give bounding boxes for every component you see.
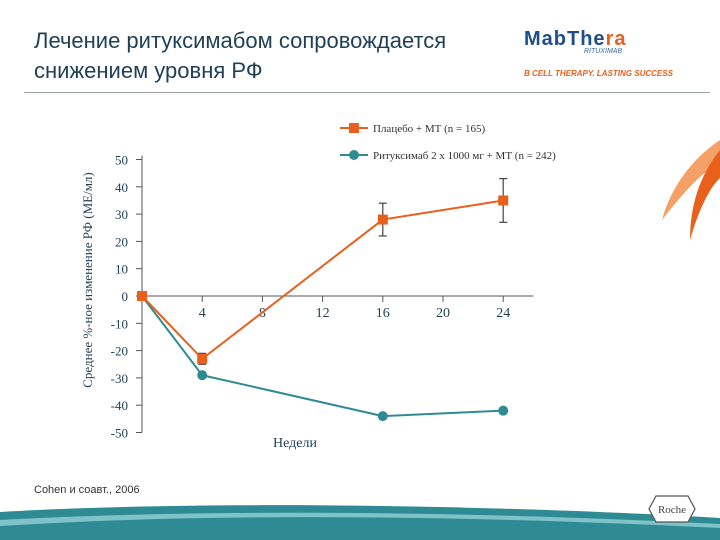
data-point-circle	[197, 370, 208, 381]
y-tick-label: -20	[111, 344, 128, 359]
y-tick-label: -30	[111, 371, 128, 386]
legend-marker-square	[349, 123, 359, 133]
y-tick-label: 10	[115, 262, 128, 277]
x-tick-label: 4	[199, 306, 206, 321]
data-point-circle	[498, 405, 509, 416]
y-tick-label: 30	[115, 207, 128, 222]
data-point-square	[137, 291, 147, 301]
legend-label: Плацебо + МТ (n = 165)	[373, 123, 486, 135]
page-title: Лечение ритуксимабом сопровождается сниж…	[34, 28, 447, 83]
series-line	[141, 199, 504, 361]
y-tick-label: 40	[115, 180, 128, 195]
y-tick-label: 50	[115, 153, 128, 168]
roche-logo: Roche	[648, 495, 696, 523]
citation: Cohen и соавт., 2006	[34, 484, 140, 496]
legend-label: Ритуксимаб 2 х 1000 мг + МТ (n = 242)	[373, 150, 556, 162]
y-tick-label: 20	[115, 234, 128, 249]
svg-text:Roche: Roche	[658, 504, 686, 516]
data-point-square	[498, 195, 509, 206]
data-point-circle	[377, 411, 388, 422]
data-point-square	[377, 214, 388, 225]
logo-wordmark: MabThera	[524, 28, 627, 50]
logo-subtitle: RITUXIMAB	[584, 48, 623, 55]
header-divider	[24, 92, 710, 93]
brand-logo: MabThera RITUXIMAB B CELL THERAPY. LASTI…	[524, 28, 694, 78]
y-axis-label: Среднее %-ное изменение РФ (МЕ/мл)	[80, 172, 95, 388]
y-tick-label: -50	[111, 426, 128, 441]
x-tick-label: 12	[316, 306, 330, 321]
data-point-square	[197, 353, 208, 364]
x-tick-label: 20	[436, 306, 450, 321]
x-tick-label: 24	[496, 306, 510, 321]
legend-marker-circle	[349, 150, 359, 160]
logo-tagline: B CELL THERAPY. LASTING SUCCESS	[524, 69, 673, 78]
x-axis-label: Недели	[273, 436, 317, 451]
x-tick-label: 16	[376, 306, 390, 321]
y-tick-label: -40	[111, 398, 128, 413]
y-tick-label: -10	[111, 316, 128, 331]
y-tick-label: 0	[122, 289, 129, 304]
series-line	[141, 295, 504, 418]
